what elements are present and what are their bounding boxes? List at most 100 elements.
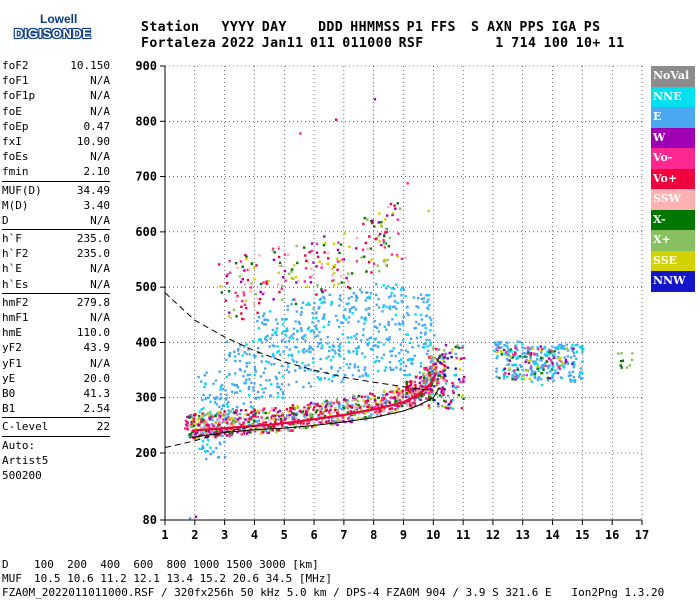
echo-point-e [348,316,351,319]
echo-point-e [573,363,576,367]
echo-point-e [271,352,275,356]
echo-point-e [560,343,563,347]
echo-point-e [367,312,370,315]
echo-point-lower [302,408,306,411]
echo-point-e [235,391,239,394]
echo-point-upper [259,290,262,294]
echo-point-upper [377,221,380,224]
echo-point-lower [313,405,316,409]
echo-point-lower [401,395,405,398]
echo-point-e [325,357,328,360]
echo-point-lower [315,409,319,412]
echo-point-upper [277,271,280,274]
echo-point-e [273,331,277,335]
echo-point-lower [338,406,341,409]
echo-point-lower [392,392,395,395]
echo-point-e [318,306,321,309]
echo-point-lower [218,417,221,421]
echo-point-lower [264,421,268,424]
echo-point-e [426,300,429,303]
echo-point-lower [413,380,417,384]
echo-point-lower [274,407,277,410]
echo-point-e [338,346,342,349]
echo-point-upper [377,270,381,273]
echo-point-e [419,293,423,296]
echo-point-e [223,440,226,444]
echo-point-spread [443,399,446,402]
echo-point-lower [328,411,331,414]
echo-point-lower [215,426,218,429]
param-row-group1-1: foF1 N/A [2,73,110,88]
echo-point-spread [523,347,527,350]
echo-point-upper [253,266,256,269]
echo-point-spread [505,351,508,354]
echo-point-lower [356,400,360,403]
param-value: 279.8 [76,295,110,309]
echo-point-e [422,297,425,300]
x-tick-label: 2 [191,528,198,542]
echo-point-lower [294,423,298,426]
echo-point-spread [454,386,457,390]
echo-point-e [578,373,581,376]
echo-point-lower [368,407,371,410]
echo-point-e [581,351,584,354]
echo-point-lower [278,428,281,431]
echo-point-lower [437,382,440,385]
echo-point-e [526,348,530,352]
echo-point-e [388,296,391,299]
echo-point-lower [262,410,265,413]
echo-point-upper [280,264,283,267]
echo-point-lower [228,434,231,437]
echo-point-e [302,351,305,354]
echo-point-e [258,396,261,399]
echo-point-lower [214,414,217,417]
echo-point-e [388,361,392,364]
echo-point-upper [229,316,233,320]
echo-point-lower [382,397,385,400]
y-tick-label: 900 [135,59,157,73]
echo-point-e [366,374,370,377]
echo-point-lower [369,392,372,395]
echo-point-lower [365,410,369,413]
echo-point-lower [410,392,413,395]
echo-point-e [206,396,210,399]
echo-point-e [521,355,525,359]
echo-point-spread [444,352,448,355]
echo-point-e [228,352,232,355]
header-label-6: FFS [430,20,456,35]
echo-point-e [296,329,299,332]
echo-point-e [301,301,305,304]
echo-point-lower [430,382,434,385]
echo-point-spread [545,354,549,357]
echo-point-upper [240,300,244,303]
echo-point-e [209,453,212,456]
echo-point-upper [320,289,324,293]
param-row-group2-1: M(D) 3.40 [2,198,110,213]
echo-point-lower [326,401,330,404]
echo-point-lower [230,422,234,425]
echo-point-lower [217,422,221,425]
echo-point-e [248,394,251,397]
echo-point-e [202,446,205,450]
echo-point-e [202,393,205,397]
echo-point-lower [254,426,257,429]
echo-point-lower [228,432,231,436]
echo-point-spread [529,359,532,362]
echo-point-lower [398,392,401,395]
echo-point-spread [442,387,445,390]
echo-point-spread [506,375,509,379]
echo-point-e [243,345,246,348]
echo-point-upper [384,263,388,266]
echo-point-e [391,305,395,309]
param-row-group1-2: foF1p N/A [2,88,110,103]
echo-point-upper [227,314,231,318]
echo-point-lower [424,397,428,400]
echo-point-e [373,360,377,364]
echo-point-e [312,361,315,364]
echo-point-e [228,355,231,358]
echo-point-upper [265,282,268,285]
echo-point-upper [271,249,274,252]
header-value-4: 011000 [342,36,393,51]
echo-point-e [315,311,318,314]
echo-point-e [285,346,288,349]
